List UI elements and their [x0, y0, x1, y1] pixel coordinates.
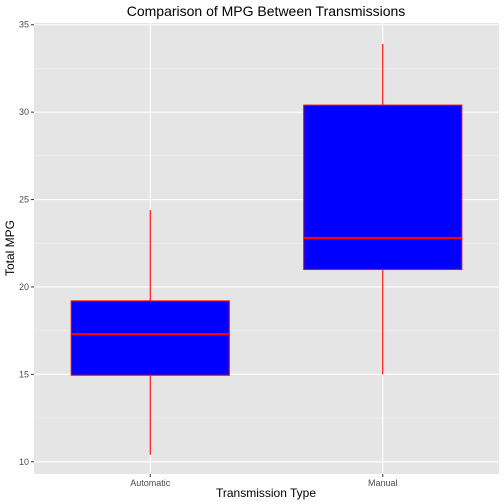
y-axis-title: Total MPG	[3, 220, 17, 276]
y-tick-label: 15	[19, 369, 29, 379]
box-automatic	[70, 210, 230, 455]
x-tick-label: Manual	[368, 478, 398, 488]
chart-title: Comparison of MPG Between Transmissions	[127, 3, 406, 19]
box-iqr	[303, 104, 463, 271]
y-axis-ticks: 10 15 20 25 30 35	[19, 20, 34, 467]
box-series	[70, 43, 463, 455]
x-tick-label: Automatic	[130, 478, 171, 488]
y-tick-label: 20	[19, 282, 29, 292]
x-axis-title: Transmission Type	[216, 486, 316, 500]
y-tick-label: 25	[19, 195, 29, 205]
y-tick-label: 30	[19, 107, 29, 117]
y-tick-label: 10	[19, 457, 29, 467]
x-axis-ticks: Automatic Manual	[130, 474, 398, 488]
box-iqr	[70, 300, 230, 376]
y-tick-label: 35	[19, 20, 29, 30]
box-manual	[303, 43, 463, 375]
